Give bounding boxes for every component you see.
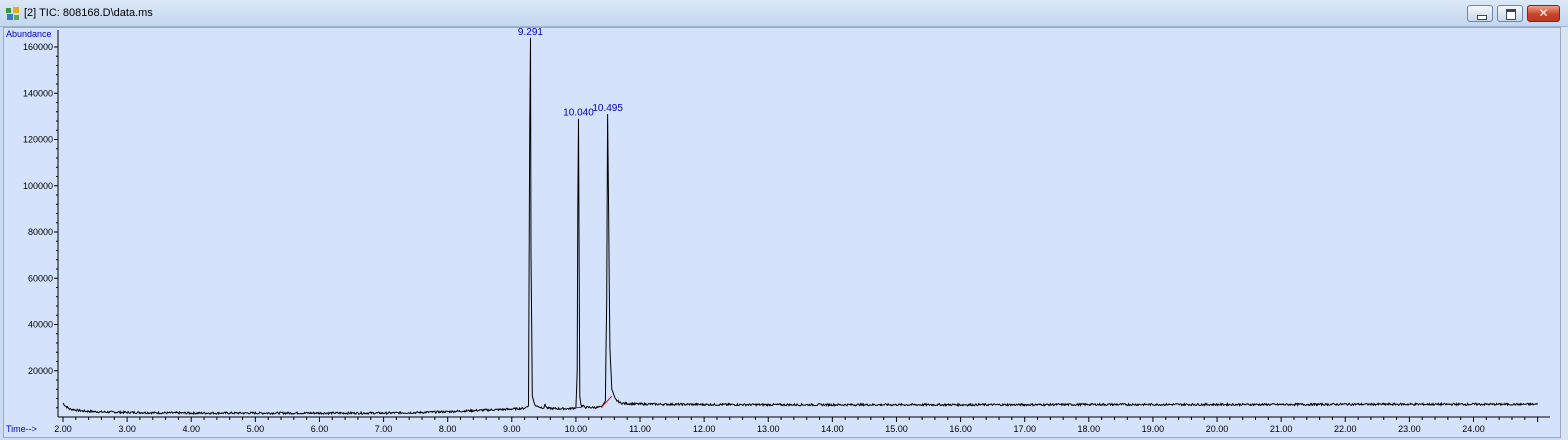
x-tick-label: 15.00 — [885, 424, 908, 434]
peak-label: 10.040 — [563, 108, 594, 119]
y-tick-label: 100000 — [23, 181, 53, 191]
x-tick-label: 6.00 — [311, 424, 329, 434]
tic-trace — [62, 37, 1538, 416]
y-tick-label: 40000 — [28, 320, 53, 330]
y-tick-label: 120000 — [23, 135, 53, 145]
x-tick-label: 18.00 — [1078, 424, 1101, 434]
x-tick-label: 24.00 — [1462, 424, 1485, 434]
y-tick-label: 140000 — [23, 88, 53, 98]
minimize-button[interactable] — [1467, 5, 1493, 22]
peak-label: 9.291 — [518, 27, 543, 38]
close-button[interactable]: ✕ — [1527, 5, 1560, 22]
x-tick-label: 23.00 — [1398, 424, 1421, 434]
x-tick-label: 4.00 — [182, 424, 200, 434]
x-tick-label: 22.00 — [1334, 424, 1357, 434]
x-tick-label: 20.00 — [1206, 424, 1229, 434]
chromatogram-panel[interactable] — [3, 27, 1561, 438]
integration-baseline — [601, 395, 613, 408]
x-tick-label: 21.00 — [1270, 424, 1293, 434]
peak-label: 10.495 — [592, 103, 623, 114]
vertical-scrollbar[interactable] — [1561, 27, 1568, 440]
close-icon: ✕ — [1538, 6, 1549, 20]
x-tick-label: 8.00 — [439, 424, 457, 434]
x-axis-label: Time--> — [6, 424, 37, 434]
x-tick-label: 5.00 — [247, 424, 265, 434]
y-tick-label: 60000 — [28, 273, 53, 283]
x-tick-label: 7.00 — [375, 424, 393, 434]
window-title: [2] TIC: 808168.D\data.ms — [24, 7, 153, 19]
maximize-button[interactable] — [1497, 5, 1523, 22]
x-tick-label: 9.00 — [503, 424, 521, 434]
x-tick-label: 14.00 — [821, 424, 844, 434]
x-tick-label: 3.00 — [118, 424, 136, 434]
x-tick-label: 11.00 — [629, 424, 651, 434]
x-tick-label: 16.00 — [949, 424, 972, 434]
x-tick-label: 12.00 — [693, 424, 716, 434]
y-tick-label: 20000 — [28, 366, 53, 376]
y-axis-label: Abundance — [6, 29, 52, 39]
y-tick-label: 160000 — [23, 42, 53, 52]
y-tick-label: 80000 — [28, 227, 53, 237]
x-tick-label: 17.00 — [1013, 424, 1036, 434]
window-titlebar: [2] TIC: 808168.D\data.ms ✕ — [0, 0, 1568, 27]
x-tick-label: 10.00 — [565, 424, 588, 434]
x-tick-label: 2.00 — [54, 424, 72, 434]
app-icon — [6, 7, 19, 20]
x-tick-label: 13.00 — [757, 424, 780, 434]
x-tick-label: 19.00 — [1142, 424, 1165, 434]
